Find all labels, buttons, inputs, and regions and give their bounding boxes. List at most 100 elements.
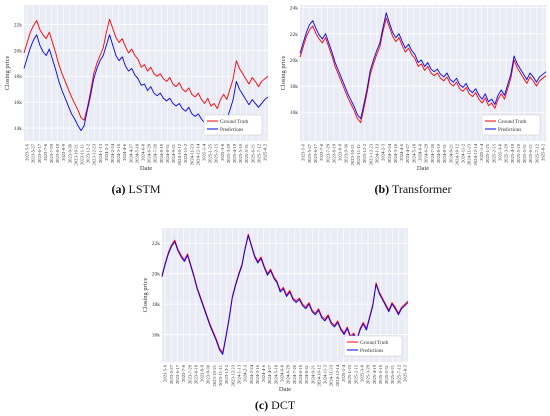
chart-lstm: 14k 16k 18k 20k 22k 2023-5-6 2023-5-27 2023-6-1…: [4, 5, 269, 172]
x-tick-label: 2025-3-8: [497, 143, 502, 161]
x-tick-label: 2024-9-21: [171, 143, 176, 163]
x-tick-label: 2024-5-18: [411, 143, 416, 163]
x-tick-label: 2024-11-2: [461, 143, 466, 163]
y-tick-label: 24k: [290, 6, 299, 12]
y-tick-label: 16k: [14, 100, 23, 106]
y-tick-label: 22k: [290, 32, 299, 38]
x-tick-label: 2023-7-29: [325, 143, 330, 163]
y-axis-label: Closing price: [4, 55, 11, 90]
x-tick-label: 2024-12-14: [195, 143, 200, 165]
x-tick-label: 2023-10-21: [350, 143, 355, 165]
x-tick-label: 2024-3-16: [393, 143, 398, 163]
x-tick-label: 2024-5-18: [273, 364, 278, 384]
legend: Ground Truth Predictions: [481, 114, 541, 136]
x-tick-label: 2023-7-29: [49, 143, 54, 163]
y-tick-label: 22k: [14, 22, 23, 28]
legend-box: [481, 114, 541, 136]
x-tick-label: 2025-4-19: [232, 143, 237, 163]
x-tick-label: 2023-7-29: [187, 364, 192, 384]
x-tick-label: 2024-6-8: [418, 143, 423, 161]
x-tick-label: 2023-7-8: [43, 143, 48, 161]
x-tick-label: 2024-10-12: [177, 143, 182, 165]
x-tick-label: 2024-2-3: [243, 364, 248, 382]
x-tick-label: 2024-4-6: [261, 364, 266, 382]
caption-name: DCT: [271, 398, 296, 412]
x-tick-label: 2025-3-29: [504, 143, 509, 163]
x-tick-label: 2023-7-8: [319, 143, 324, 161]
x-tick-label: 2023-10-21: [73, 143, 78, 165]
x-tick-label: 2024-8-31: [165, 143, 170, 163]
x-tick-label: 2024-11-23: [189, 143, 194, 165]
chart-transformer: 16k 18k 20k 22k 24k 2023-5-6 2023-5-27 2023-6-1…: [280, 5, 547, 172]
caption-name: LSTM: [128, 182, 161, 196]
y-tick-label: 22k: [152, 241, 161, 247]
x-tick-label: 2024-8-10: [298, 364, 303, 384]
x-tick-label: 2024-8-31: [304, 364, 309, 384]
x-tick-label: 2025-6-21: [390, 364, 395, 384]
x-tick-label: 2023-11-11: [218, 364, 223, 386]
caption-letter: (c): [254, 398, 269, 412]
x-tick-label: 2023-7-8: [181, 364, 186, 382]
caption-transformer: (b) Transformer: [276, 182, 550, 197]
series-line-predictions: [161, 235, 409, 355]
x-tick-label: 2023-6-17: [175, 364, 180, 384]
x-tick-label: 2023-5-27: [31, 143, 36, 163]
x-tick-label: 2023-12-23: [368, 143, 373, 165]
series-line-ground-truth: [23, 18, 269, 121]
caption-dct: (c) DCT: [138, 398, 412, 413]
x-tick-label: 2025-3-29: [366, 364, 371, 384]
y-tick-label: 18k: [290, 84, 299, 90]
x-tick-label: 2025-1-4: [202, 143, 207, 161]
x-tick-label: 2024-4-6: [122, 143, 127, 161]
x-tick-label: 2023-8-19: [193, 364, 198, 384]
caption-letter: (b): [374, 182, 390, 196]
x-tick-label: 2024-6-29: [286, 364, 291, 384]
x-tick-label: 2023-9-9: [61, 143, 66, 161]
x-tick-label: 2024-4-6: [399, 143, 404, 161]
x-tick-label: 2023-8-19: [331, 143, 336, 163]
x-tick-label: 2024-2-24: [387, 143, 392, 163]
legend: Ground Truth Predictions: [203, 114, 263, 136]
x-tick-label: 2023-6-17: [313, 143, 318, 163]
x-tick-label: 2023-12-2: [224, 364, 229, 384]
x-tick-label: 2025-3-8: [359, 364, 364, 382]
x-tick-label: 2024-7-20: [153, 143, 158, 163]
x-tick-label: 2025-3-29: [226, 143, 231, 163]
x-tick-label: 2024-2-24: [110, 143, 115, 163]
x-tick-label: 2025-1-4: [341, 364, 346, 382]
x-tick-label: 2025-7-12: [256, 143, 261, 163]
x-tick-label: 2024-10-12: [454, 143, 459, 165]
x-tick-label: 2024-8-10: [436, 143, 441, 163]
x-tick-label: 2024-4-27: [128, 143, 133, 163]
x-tick-label: 2023-12-23: [92, 143, 97, 165]
x-axis-label: Date: [417, 165, 429, 172]
legend-label: Predictions: [220, 127, 243, 133]
x-tick-label: 2024-10-12: [316, 364, 321, 386]
x-tick-label: 2025-8-2: [541, 143, 546, 161]
legend-label: Predictions: [360, 348, 383, 354]
x-tick-label: 2024-1-13: [98, 143, 103, 163]
x-tick-label: 2024-2-3: [104, 143, 109, 161]
y-tick-label: 18k: [14, 74, 23, 80]
x-tick-label: 2025-6-21: [528, 143, 533, 163]
y-tick-label: 18k: [152, 302, 161, 308]
y-tick-label: 20k: [152, 272, 161, 278]
x-tick-label: 2023-11-11: [356, 143, 361, 165]
x-tick-label: 2023-10-21: [212, 364, 217, 386]
x-tick-label: 2024-6-8: [280, 364, 285, 382]
y-tick-label: 14k: [14, 126, 23, 132]
x-tick-label: 2024-6-29: [424, 143, 429, 163]
x-tick-label: 2023-5-6: [301, 143, 306, 161]
x-tick-label: 2024-6-29: [147, 143, 152, 163]
x-tick-label: 2025-1-25: [208, 143, 213, 163]
legend-box: [203, 114, 263, 136]
panel-dct: 16k 18k 20k 22k 2023-5-6 2023-5-27 2023-6-17 20…: [138, 218, 412, 396]
x-tick-label: 2024-4-27: [405, 143, 410, 163]
x-tick-label: 2024-11-2: [323, 364, 328, 384]
x-tick-label: 2023-9-9: [200, 364, 205, 382]
legend-label: Ground Truth: [220, 119, 249, 125]
panel-transformer: 16k 18k 20k 22k 24k 2023-5-6 2023-5-27 2023-6-1…: [276, 0, 550, 176]
x-tick-label: 2023-9-9: [338, 143, 343, 161]
x-tick-label: 2023-6-17: [37, 143, 42, 163]
caption-letter: (a): [111, 182, 126, 196]
